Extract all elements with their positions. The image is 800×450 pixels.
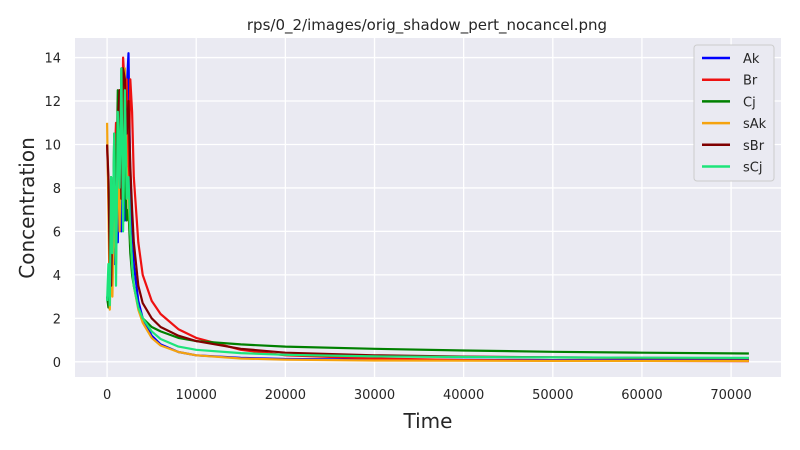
legend-label: Br [743,74,758,89]
x-tick-label: 10000 [176,388,217,403]
y-tick-label: 4 [53,269,61,284]
y-axis-label: Concentration [15,137,39,278]
y-tick-label: 12 [44,95,61,110]
series-lines [106,52,749,363]
series-line-scj [106,67,749,359]
y-axis-ticks: 0 2 4 6 8 10 12 14 [44,52,61,371]
x-tick-label: 0 [103,388,111,403]
x-tick-label: 30000 [354,388,395,403]
legend-label: sCj [743,161,762,176]
legend: Ak Br Cj sAk sBr sCj [693,44,775,182]
grid-lines [75,38,781,377]
y-tick-label: 14 [44,52,61,67]
x-axis-ticks: 0 10000 20000 30000 40000 50000 60000 70000 [103,388,752,403]
x-tick-label: 20000 [265,388,306,403]
plot-area [75,38,781,377]
legend-label: sAk [743,117,767,132]
y-tick-label: 8 [53,182,61,197]
x-axis-label: Time [403,409,453,433]
y-tick-label: 0 [53,356,61,371]
y-tick-label: 2 [53,312,61,327]
legend-label: Cj [743,95,756,110]
legend-label: sBr [743,139,765,154]
x-tick-label: 40000 [443,388,484,403]
x-tick-label: 50000 [532,388,573,403]
legend-label: Ak [743,52,760,67]
x-tick-label: 60000 [621,388,662,403]
x-tick-label: 70000 [710,388,751,403]
chart-title: rps/0_2/images/orig_shadow_pert_nocancel… [247,16,607,35]
y-tick-label: 10 [44,138,61,153]
y-tick-label: 6 [53,225,61,240]
